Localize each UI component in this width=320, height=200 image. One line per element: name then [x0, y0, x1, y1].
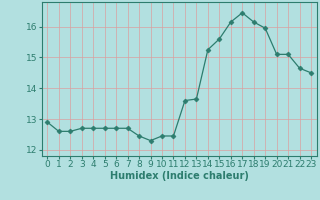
X-axis label: Humidex (Indice chaleur): Humidex (Indice chaleur)	[110, 171, 249, 181]
